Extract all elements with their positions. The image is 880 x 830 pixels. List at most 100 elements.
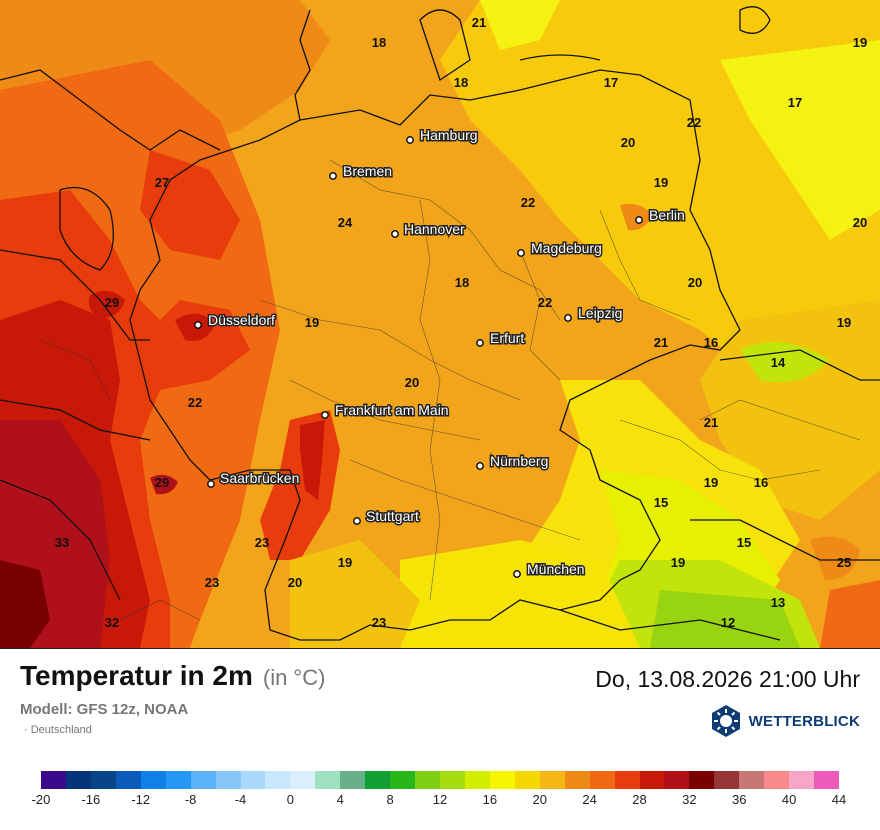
color-scale-tick-label: 8 [386,792,394,807]
city-label: Stuttgart [366,508,419,524]
color-scale-swatch [240,771,266,789]
color-scale-tick-label: 20 [532,792,547,807]
color-scale-tick-label: 44 [831,792,847,807]
temp-value: 19 [837,315,851,330]
temp-value: 19 [704,475,718,490]
color-scale-swatch [190,771,216,789]
temp-value: 22 [521,195,535,210]
color-scale-swatch [714,771,740,789]
color-scale-swatch [265,771,291,789]
color-scale-swatch [65,771,91,789]
color-scale-tick-label: 32 [682,792,697,807]
temp-value: 21 [472,15,486,30]
temp-value: 32 [105,615,119,630]
color-scale [41,771,839,789]
city-label: Nürnberg [490,453,548,469]
temp-value: 23 [255,535,269,550]
temp-value: 20 [405,375,419,390]
temp-value: 33 [55,535,69,550]
title-text: Temperatur in 2m [20,660,253,691]
color-scale-swatch [614,771,640,789]
color-scale-tick-label: 16 [482,792,498,807]
color-scale-swatch [165,771,191,789]
temp-value: 15 [737,535,751,550]
temp-value: 14 [771,355,786,370]
color-scale-swatch [365,771,391,789]
temp-value: 18 [455,275,469,290]
map-title: Temperatur in 2m (in °C) [20,660,325,692]
temp-value: 19 [305,315,319,330]
sun-logo-icon [711,705,740,737]
brand-logo-link[interactable]: WETTERBLICK [709,704,860,738]
temp-value: 20 [288,575,302,590]
temp-value: 16 [754,475,768,490]
temp-value: 29 [105,295,119,310]
temp-value: 23 [372,615,386,630]
temp-value: 17 [788,95,802,110]
map-footer [0,649,880,830]
temp-value: 16 [704,335,718,350]
model-info: Modell: GFS 12z, NOAA [20,701,189,718]
color-scale-tick-label: 28 [632,792,647,807]
color-scale-labels: -20 -16 -12 -8 -4 0 4 8 12 16 20 24 28 32 36 40 44 [0,792,880,810]
color-scale-swatch [814,771,839,789]
color-scale-tick-label: 4 [336,792,344,807]
region-label: Deutschland [24,724,92,736]
color-scale-swatch [639,771,665,789]
color-scale-swatch [514,771,540,789]
temp-value: 19 [654,175,668,190]
city-label: Bremen [343,163,392,179]
color-scale-tick-label: -8 [184,792,197,807]
color-scale-swatch [539,771,565,789]
city-label: Magdeburg [531,240,602,256]
color-scale-swatch [290,771,316,789]
city-label: Saarbrücken [220,470,299,486]
color-scale-swatch [689,771,715,789]
temp-value: 22 [538,295,552,310]
forecast-datetime: Do, 13.08.2026 21:00 Uhr [595,666,860,692]
color-scale-swatch [115,771,141,789]
color-scale-swatch [41,771,66,789]
color-scale-swatch [464,771,490,789]
color-scale-swatch [589,771,615,789]
city-label: München [527,561,585,577]
color-scale-swatch [440,771,465,789]
temp-value: 24 [338,215,353,230]
city-label: Frankfurt am Main [335,402,449,418]
color-scale-tick-label: -4 [234,792,247,807]
color-scale-swatch [215,771,241,789]
temp-value: 22 [687,115,701,130]
temp-value: 17 [604,75,618,90]
color-scale-tick-label: 36 [732,792,747,807]
temp-value: 21 [704,415,718,430]
temp-value: 25 [837,555,851,570]
temp-value: 20 [853,215,867,230]
city-label: Hamburg [420,127,478,143]
map-canvas: Hamburg Bremen Hannover Berlin Magdeburg… [0,0,880,648]
temp-value: 18 [372,35,386,50]
color-scale-tick-label: 40 [781,792,797,807]
color-scale-swatch [415,771,440,789]
temp-value: 13 [771,595,785,610]
color-scale-swatch [340,771,366,789]
temp-value: 20 [688,275,702,290]
unit-label: (in °C) [262,665,326,690]
color-scale-tick-label: 0 [286,792,294,807]
temp-value: 29 [155,475,169,490]
color-scale-tick-label: -12 [131,792,151,807]
color-scale-swatch [315,771,341,789]
color-scale-tick-label: -16 [81,792,101,807]
temperature-map[interactable]: Hamburg Bremen Hannover Berlin Magdeburg… [0,0,880,649]
temp-value: 20 [621,135,635,150]
temp-value: 19 [671,555,685,570]
city-label: Berlin [649,207,685,223]
color-scale-tick-label: 24 [582,792,597,807]
color-scale-swatch [789,771,815,789]
temp-value: 12 [721,615,735,630]
city-label: Leipzig [578,305,622,321]
temp-value: 23 [205,575,219,590]
city-label: Düsseldorf [208,312,275,328]
temp-value: 22 [188,395,202,410]
city-label: Erfurt [490,330,524,346]
color-scale-swatch [739,771,765,789]
